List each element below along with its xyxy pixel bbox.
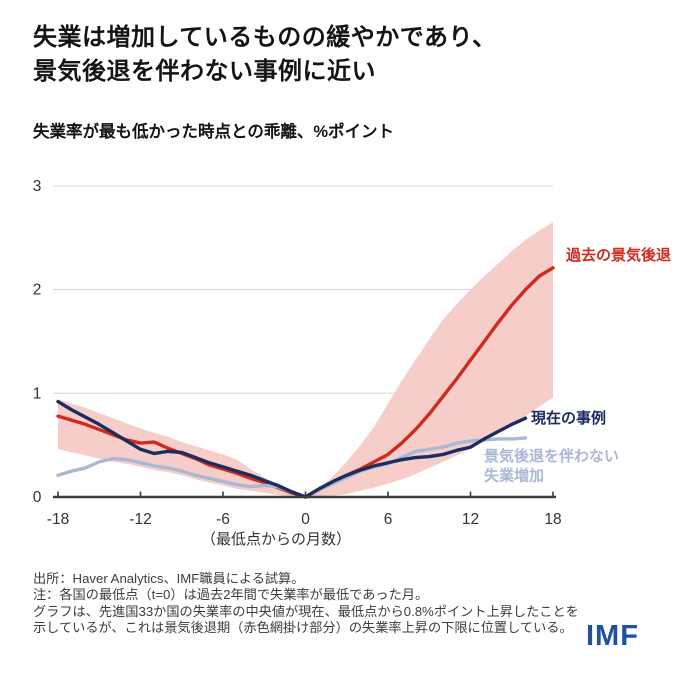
y-tick-label: 2 [33,282,42,299]
footnote-note-1: 注：各国の最低点（t=0）は過去2年間で失業率が最低であった月。 [33,587,429,603]
annotation-no-recession: 景気後退を伴わない [484,447,619,465]
series-line-current-case [56,399,528,499]
footnote-note-2: グラフは、先進国33か国の失業率の中央値が現在、最低点から0.8%ポイント上昇し… [33,603,579,619]
page-title-line-1: 失業は増加しているものの緩やかであり、 [33,24,497,51]
x-tick-label: -6 [216,511,230,528]
footnotes: 出所：Haver Analytics、IMF職員による試算。 注：各国の最低点（… [33,571,579,636]
x-tick-label: 12 [462,511,479,528]
imf-logo: IMF [586,620,639,652]
y-tick-label: 3 [33,178,42,195]
y-tick-label: 1 [33,385,42,402]
annotation-current-case: 現在の事例 [531,409,606,427]
recession-band [58,222,553,497]
x-tick-label: 18 [544,511,561,528]
x-axis-title: （最低点からの月数） [201,531,351,548]
y-tick-label: 0 [33,489,42,506]
page-title-line-2: 景気後退を伴わない事例に近い [33,58,376,85]
annotation-no-recession: 失業増加 [484,467,544,485]
x-tick-label: -12 [129,511,151,528]
page-title: 失業は増加しているものの緩やかであり、 景気後退を伴わない事例に近い [33,21,497,89]
footnote-source: 出所：Haver Analytics、IMF職員による試算。 [33,571,305,586]
x-tick-label: 6 [384,511,393,528]
annotation-past-recessions: 過去の景気後退 [565,246,671,264]
x-tick-label: 0 [301,511,310,528]
chart-subtitle: 失業率が最も低かった時点との乖離、%ポイント [33,123,395,141]
x-tick-label: -18 [47,511,69,528]
footnote-note-3: 示しているが、これは景気後退期（赤色網掛け部分）の失業率上昇の下限に位置している… [33,619,573,635]
